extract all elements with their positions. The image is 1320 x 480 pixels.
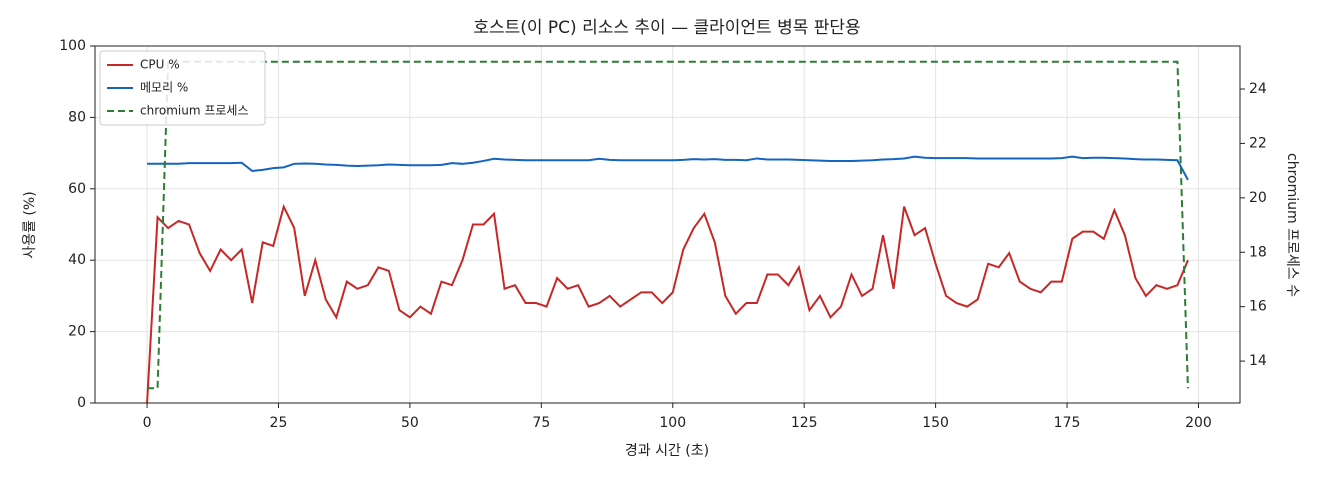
plot-frame [94, 45, 1241, 404]
chart-title: 호스트(이 PC) 리소스 추이 — 클라이언트 병목 판단용 [473, 18, 860, 38]
y2-tick-label: 20 [1249, 190, 1267, 206]
y-tick-label: 20 [68, 324, 86, 340]
y2-tick-label: 24 [1249, 81, 1267, 97]
x-tick-label: 100 [659, 415, 686, 431]
legend-box [99, 50, 266, 126]
x-tick-label: 125 [791, 415, 818, 431]
x-axis-label: 경과 시간 (초) [625, 443, 709, 459]
legend-label: CPU % [140, 58, 180, 72]
y-tick-label: 60 [68, 181, 86, 197]
series-line [147, 155, 1189, 181]
y2-axis-label: chromium 프로세스 수 [1284, 153, 1300, 297]
grid [95, 45, 1240, 404]
legend-label: 메모리 % [140, 81, 188, 95]
y2-tick-label: 18 [1249, 244, 1267, 260]
x-tick-label: 50 [401, 415, 419, 431]
y2-tick-label: 16 [1249, 299, 1267, 315]
y2-tick-label: 22 [1249, 135, 1267, 151]
y-axis-label: 사용률 (%) [22, 191, 38, 258]
x-tick-label: 75 [532, 415, 550, 431]
legend-label: chromium 프로세스 [140, 104, 249, 118]
series-line [146, 203, 1189, 404]
y-tick-label: 0 [77, 395, 86, 411]
x-tick-label: 175 [1054, 415, 1081, 431]
y-tick-label: 100 [59, 38, 86, 54]
y-tick-label: 40 [68, 252, 86, 268]
y-tick-label: 80 [68, 109, 86, 125]
x-tick-label: 25 [270, 415, 288, 431]
x-tick-label: 150 [922, 415, 949, 431]
x-tick-label: 0 [143, 415, 152, 431]
series-line [147, 60, 1189, 390]
x-tick-label: 200 [1185, 415, 1212, 431]
y2-tick-label: 14 [1249, 353, 1267, 369]
